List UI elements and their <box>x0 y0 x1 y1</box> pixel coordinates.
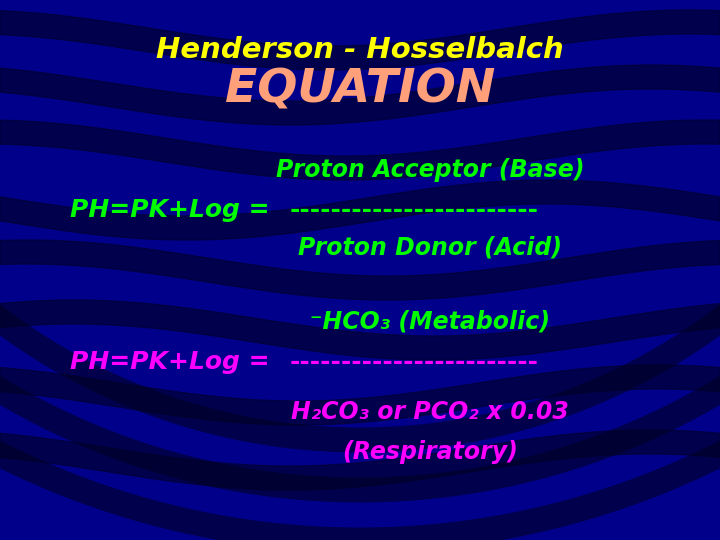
Text: PH=PK+Log =: PH=PK+Log = <box>70 350 279 374</box>
Text: Proton Donor (Acid): Proton Donor (Acid) <box>298 236 562 260</box>
Text: PH=PK+Log =: PH=PK+Log = <box>70 198 279 222</box>
Text: EQUATION: EQUATION <box>225 68 495 112</box>
Text: Henderson - Hosselbalch: Henderson - Hosselbalch <box>156 36 564 64</box>
Text: (Respiratory): (Respiratory) <box>342 440 518 464</box>
Text: H₂CO₃ or PCO₂ x 0.03: H₂CO₃ or PCO₂ x 0.03 <box>291 400 569 424</box>
Text: ------------------------: ------------------------ <box>290 198 539 222</box>
Text: Proton Acceptor (Base): Proton Acceptor (Base) <box>276 158 584 182</box>
Text: ------------------------: ------------------------ <box>290 350 539 374</box>
Text: ⁻HCO₃ (Metabolic): ⁻HCO₃ (Metabolic) <box>310 310 550 334</box>
